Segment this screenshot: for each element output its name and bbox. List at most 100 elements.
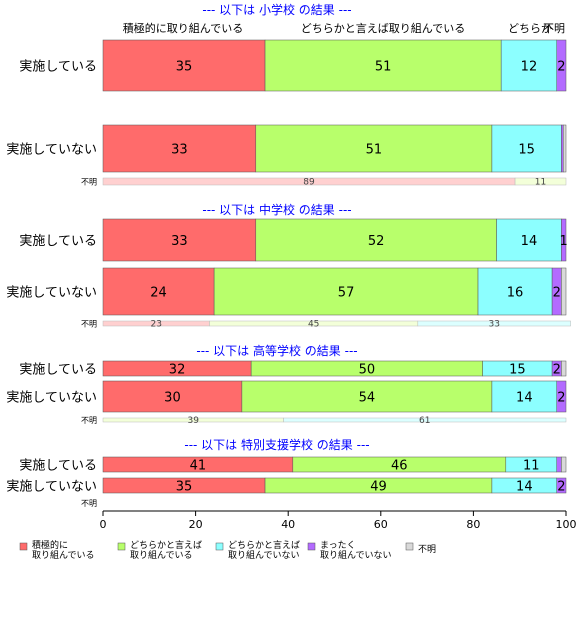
row-label: 実施している	[19, 233, 97, 249]
bar-segment	[102, 124, 257, 173]
bar-segment	[561, 218, 567, 262]
data-label: 30	[164, 391, 181, 406]
unknown-data-label: 33	[489, 320, 500, 330]
data-label: 24	[150, 286, 167, 301]
bar-segment	[102, 218, 257, 262]
data-label: 33	[171, 234, 188, 249]
row-label-unknown: 不明	[81, 178, 97, 187]
data-label: 1	[560, 234, 568, 249]
data-label: 35	[176, 60, 193, 75]
data-label: 15	[509, 363, 526, 378]
bar-segment	[213, 267, 479, 316]
unknown-bar-segment	[283, 417, 567, 423]
unknown-bar-segment	[417, 320, 571, 327]
bar-segment	[255, 218, 497, 262]
data-label: 12	[521, 60, 538, 75]
x-tick-label: 80	[466, 518, 480, 531]
unknown-data-label: 45	[308, 320, 319, 330]
legend-swatch	[117, 542, 126, 551]
data-label: 49	[370, 480, 387, 495]
data-label: 16	[507, 286, 524, 301]
x-tick-label: 100	[556, 518, 577, 531]
unknown-data-label: 23	[151, 320, 162, 330]
legend-swatch	[19, 542, 28, 551]
data-label: 2	[557, 480, 565, 495]
legend-label: 不明	[418, 544, 436, 555]
data-label: 14	[516, 480, 533, 495]
x-tick-label: 20	[189, 518, 203, 531]
legend-label: 取り組んでいない	[320, 549, 392, 561]
group-title-3: --- 以下は 高等学校 の結果 ---	[196, 343, 357, 358]
column-header-1: 積極的に取り組んでいる	[123, 21, 243, 35]
bar-segment	[556, 456, 562, 473]
legend-label: どちらかと言えば	[228, 539, 300, 551]
data-label: 11	[523, 459, 540, 474]
bar-segment	[561, 360, 567, 377]
legend-label: どちらかと言えば	[130, 539, 202, 551]
row-label: 実施している	[19, 59, 97, 75]
bar-segment	[561, 124, 564, 173]
x-tick-label: 0	[100, 518, 107, 531]
data-label: 54	[359, 391, 376, 406]
bar-segment	[556, 380, 567, 413]
data-label: 50	[359, 363, 376, 378]
bar-segment	[491, 124, 562, 173]
bar-segment	[556, 39, 567, 92]
unknown-data-label: 39	[188, 416, 200, 426]
bar-segment	[491, 380, 557, 413]
legend-label: 取り組んでいる	[32, 549, 95, 561]
bar-segment	[102, 380, 243, 413]
legend-label: まったく	[320, 540, 356, 551]
data-label: 14	[521, 234, 538, 249]
data-label: 52	[368, 234, 385, 249]
group-title-4: --- 以下は 特別支援学校 の結果 ---	[184, 437, 369, 452]
data-label: 41	[190, 459, 207, 474]
bar-segment	[561, 267, 567, 316]
column-header-4: 不明	[543, 22, 565, 35]
unknown-data-label: 11	[535, 178, 546, 188]
row-label-unknown: 不明	[81, 320, 97, 329]
unknown-bar-segment	[514, 177, 567, 186]
bar-segment	[561, 456, 567, 473]
data-label: 46	[391, 459, 408, 474]
x-tick-label: 40	[281, 518, 295, 531]
data-label: 32	[169, 363, 186, 378]
row-label: 実施している	[19, 362, 97, 378]
row-label: 実施している	[19, 458, 97, 474]
bar-segment	[477, 267, 553, 316]
data-label: 51	[375, 60, 392, 75]
data-label: 2	[553, 363, 561, 378]
legend-label: 取り組んでいない	[228, 549, 300, 561]
row-label-unknown: 不明	[81, 416, 97, 425]
data-label: 2	[557, 391, 565, 406]
bar-segment	[102, 267, 215, 316]
bar-segment	[241, 380, 493, 413]
legend-label: 積極的に	[32, 539, 68, 551]
data-label: 51	[366, 143, 383, 158]
bar-segment	[264, 39, 502, 92]
data-label: 14	[516, 391, 533, 406]
group-title-2: --- 以下は 中学校 の結果 ---	[202, 202, 351, 217]
data-label: 15	[518, 143, 535, 158]
row-label-unknown: 不明	[81, 499, 97, 508]
legend-swatch	[307, 542, 316, 551]
unknown-data-label: 61	[419, 416, 430, 426]
column-header-3: どちらか	[508, 22, 552, 35]
data-label: 33	[171, 143, 188, 158]
column-header-2: どちらかと言えば取り組んでいる	[301, 22, 465, 35]
row-label: 実施していない	[6, 390, 97, 406]
x-tick-label: 60	[374, 518, 388, 531]
data-label: 2	[557, 60, 565, 75]
group-title-1: --- 以下は 小学校 の結果 ---	[202, 2, 351, 17]
data-label: 57	[338, 286, 355, 301]
legend-label: 取り組んでいる	[130, 549, 193, 561]
legend-swatch	[215, 542, 224, 551]
bar-segment	[556, 477, 567, 494]
row-label: 実施していない	[6, 142, 97, 158]
bar-segment	[562, 124, 567, 173]
data-label: 35	[176, 480, 193, 495]
data-label: 2	[553, 286, 561, 301]
row-label: 実施していない	[6, 479, 97, 495]
bar-segment	[255, 124, 493, 173]
